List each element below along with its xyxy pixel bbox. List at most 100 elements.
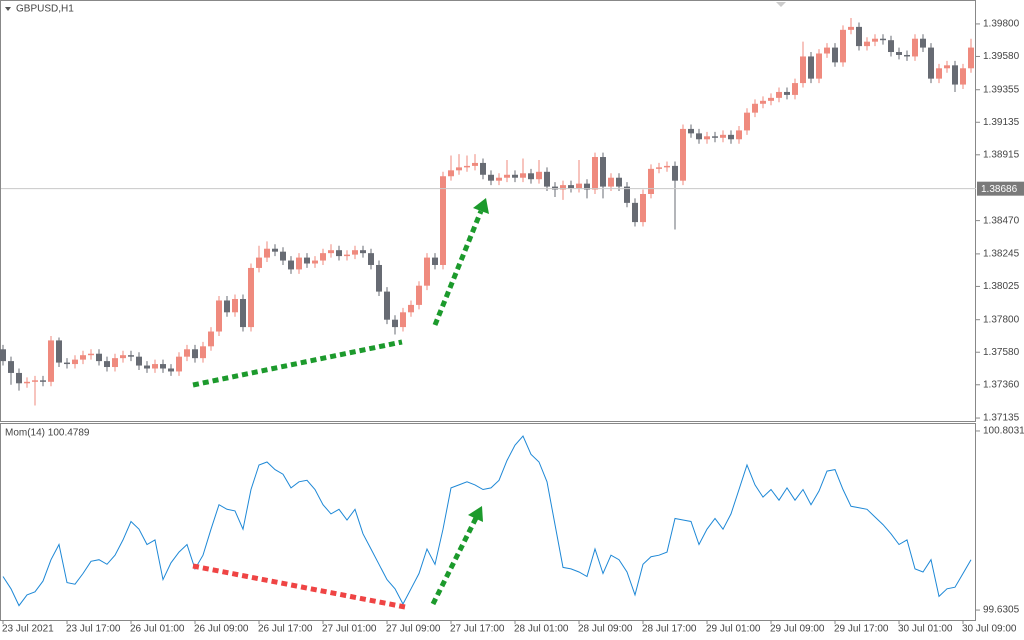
candle-body	[912, 38, 918, 57]
last-price-label: 1.38686	[981, 184, 1018, 195]
candle-body	[352, 250, 358, 255]
candle-body	[504, 174, 510, 178]
x-tick-label: 27 Jul 17:00	[450, 624, 505, 635]
candle-body	[664, 165, 670, 168]
arrow-head	[473, 198, 489, 214]
candle-body	[96, 353, 102, 362]
candle-body	[56, 340, 62, 363]
candle-body	[200, 346, 206, 359]
last-price-box	[977, 181, 1024, 196]
y-tick-label: 1.38025	[983, 281, 1020, 292]
candle-body	[944, 65, 950, 69]
candle-body	[376, 264, 382, 292]
candle-body	[128, 355, 134, 357]
candle-body	[64, 362, 70, 365]
candle-body	[312, 260, 318, 264]
candle-body	[688, 128, 694, 134]
candle-body	[416, 285, 422, 305]
candle-body	[280, 251, 286, 261]
candle-body	[256, 257, 262, 268]
candle-body	[392, 319, 398, 328]
candle-body	[792, 83, 798, 95]
candle-body	[616, 177, 622, 187]
indicator-title: Mom(14) 100.4789	[5, 428, 90, 439]
candle-body	[24, 381, 30, 384]
candle-body	[552, 186, 558, 190]
menu-triangle[interactable]	[5, 7, 11, 11]
candle-body	[120, 355, 126, 359]
y-tick-label: 1.37800	[983, 314, 1020, 325]
candle-body	[672, 165, 678, 181]
candle-body	[296, 257, 302, 270]
candle-body	[624, 186, 630, 203]
candle-body	[520, 173, 526, 178]
y-tick-label: 1.37360	[983, 379, 1020, 390]
candle-body	[208, 331, 214, 347]
candle-body	[168, 368, 174, 372]
candle-body	[696, 133, 702, 140]
candle-body	[896, 52, 902, 55]
candle-body	[856, 26, 862, 47]
candle-body	[800, 56, 806, 84]
candle-body	[232, 298, 238, 313]
x-tick-label: 27 Jul 09:00	[386, 624, 441, 635]
y-tick-label: 1.38245	[983, 249, 1020, 260]
candle-body	[752, 103, 758, 113]
candle-body	[880, 38, 886, 41]
indicator-panel	[0, 423, 976, 621]
candle-body	[968, 47, 974, 69]
candle-body	[840, 29, 846, 63]
candle-body	[744, 112, 750, 131]
candle-body	[592, 157, 598, 190]
candle-body	[88, 353, 94, 356]
y-tick-label: 1.37580	[983, 347, 1020, 358]
x-tick-label: 23 Jul 2021	[2, 624, 54, 635]
candle-body	[384, 291, 390, 320]
y-tick-label: 1.39800	[983, 19, 1020, 30]
candle-body	[464, 165, 470, 168]
candle-body	[160, 364, 166, 369]
candle-body	[48, 340, 54, 382]
candle-body	[568, 185, 574, 189]
candle-body	[936, 68, 942, 79]
x-tick-label: 26 Jul 01:00	[130, 624, 185, 635]
candle-body	[808, 56, 814, 79]
price-panel	[0, 0, 976, 422]
x-tick-label: 29 Jul 01:00	[706, 624, 761, 635]
x-tick-label: 27 Jul 01:00	[322, 624, 377, 635]
x-tick-label: 30 Jul 01:00	[898, 624, 953, 635]
y-tick-label: 1.37135	[983, 413, 1020, 424]
candle-body	[136, 356, 142, 366]
candle-body	[192, 349, 198, 359]
candle-body	[16, 372, 22, 384]
candle-body	[32, 380, 38, 382]
candle-body	[704, 136, 710, 140]
y-tick-label: 99.6305	[983, 605, 1020, 616]
candle-body	[328, 250, 334, 254]
candle-body	[80, 355, 86, 360]
candle-body	[104, 361, 110, 368]
candle-body	[928, 47, 934, 79]
candle-body	[640, 193, 646, 223]
x-tick-label: 23 Jul 17:00	[66, 624, 121, 635]
candle-body	[336, 250, 342, 257]
candle-body	[536, 171, 542, 180]
plot-area: 1.39800 1.39580 1.39355 1.39135 1.38915 1.384…	[0, 18, 1024, 635]
chart-title: GBPUSD,H1	[16, 4, 74, 15]
annotations	[192, 198, 489, 610]
candle-body	[712, 136, 718, 138]
candle-body	[400, 312, 406, 328]
candle-body	[776, 91, 782, 98]
candle-body	[528, 173, 534, 180]
y-tick-label: 1.39355	[983, 84, 1020, 95]
x-tick-label: 28 Jul 17:00	[642, 624, 697, 635]
candle-body	[440, 176, 446, 265]
trend-arrow	[192, 339, 403, 388]
y-tick-label: 1.39135	[983, 117, 1020, 128]
candle-body	[224, 300, 230, 313]
candle-body	[480, 162, 486, 175]
candle-body	[824, 47, 830, 54]
y-tick-label: 1.38915	[983, 149, 1020, 160]
candle-body	[432, 257, 438, 265]
candle-body	[496, 177, 502, 181]
